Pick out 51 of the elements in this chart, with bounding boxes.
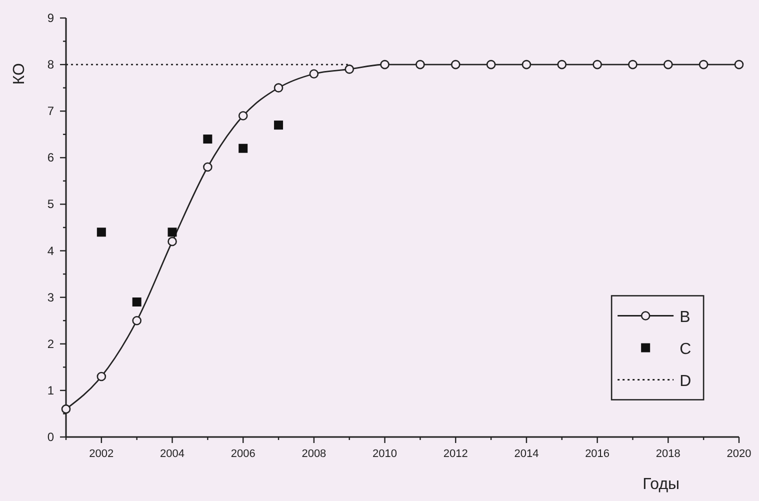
x-tick-label: 2002 [89, 448, 114, 460]
point [734, 60, 744, 70]
point [309, 69, 319, 79]
point [628, 60, 638, 70]
point [274, 83, 284, 92]
point [132, 316, 142, 326]
point [592, 60, 602, 70]
point [274, 120, 284, 130]
y-tick-label: 4 [47, 244, 54, 258]
y-axis-title: КО [11, 63, 28, 85]
point [522, 60, 532, 70]
x-tick-label: 2006 [230, 448, 256, 460]
point [96, 372, 106, 382]
x-tick-label: 2012 [443, 448, 468, 460]
y-tick-label: 0 [47, 430, 54, 444]
point [61, 404, 71, 414]
point [344, 64, 354, 74]
x-tick-label: 2014 [514, 448, 539, 460]
x-tick-label: 2004 [160, 448, 185, 460]
point [203, 162, 212, 172]
x-tick-label: 2018 [656, 448, 680, 460]
point [203, 134, 212, 144]
y-tick-label: 7 [47, 104, 54, 118]
point [168, 228, 177, 237]
point [238, 111, 248, 120]
point [416, 60, 425, 70]
point [132, 297, 142, 306]
point [486, 60, 496, 70]
point [238, 144, 248, 153]
point [450, 60, 460, 70]
legend-label: B [680, 308, 690, 326]
point [557, 60, 567, 70]
point [664, 60, 673, 70]
y-tick-label: 6 [47, 150, 54, 165]
point [168, 236, 177, 246]
x-tick-label: 2008 [302, 448, 326, 460]
legend-label: D [680, 372, 692, 390]
x-tick-label: 2020 [726, 448, 752, 460]
legend-label: C [680, 340, 692, 358]
y-tick-label: 8 [47, 58, 54, 72]
x-tick-label: 2016 [585, 448, 610, 460]
y-tick-label: 1 [47, 383, 54, 398]
point [698, 60, 708, 70]
x-axis-title: Годы [642, 476, 680, 493]
y-tick-label: 3 [47, 290, 54, 304]
x-tick-label: 2010 [372, 448, 398, 460]
point [380, 60, 390, 70]
y-tick-label: 5 [47, 197, 54, 212]
point [96, 228, 106, 237]
y-tick-label: 9 [47, 11, 54, 25]
y-tick-label: 2 [47, 336, 54, 351]
